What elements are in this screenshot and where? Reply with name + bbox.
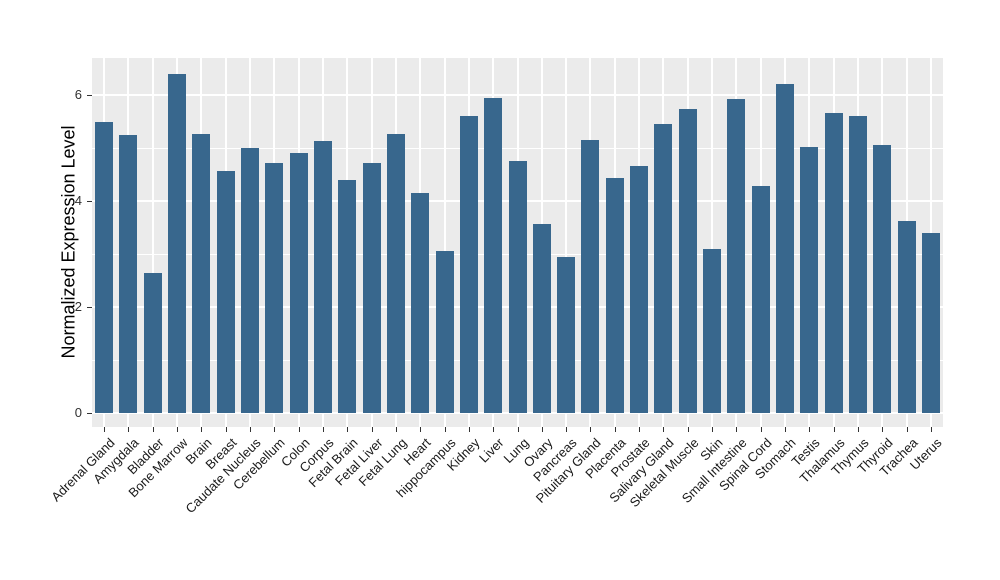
bar [703, 248, 721, 413]
x-tick-mark [809, 427, 811, 432]
gridline-vertical [711, 58, 713, 427]
bar [289, 152, 308, 413]
bar [921, 232, 940, 413]
bar [143, 273, 162, 413]
y-tick-label: 2 [74, 299, 82, 314]
x-tick-mark [444, 427, 446, 432]
bar [508, 160, 527, 413]
x-tick-mark [322, 427, 324, 432]
bar [459, 116, 478, 413]
y-axis-title: Normalized Expression Level [58, 125, 79, 359]
x-tick-mark [201, 427, 203, 432]
bar [557, 257, 576, 413]
x-tick-mark [298, 427, 300, 432]
bar [678, 109, 697, 413]
x-tick-mark [371, 427, 373, 432]
bar [265, 163, 284, 413]
x-tick-mark [639, 427, 641, 432]
x-tick-mark [128, 427, 130, 432]
gridline-vertical [443, 58, 446, 427]
x-tick-mark [274, 427, 276, 432]
x-tick-mark [687, 427, 689, 432]
bar [630, 166, 649, 413]
x-tick-mark [590, 427, 592, 432]
bar [313, 141, 332, 413]
bar [411, 192, 430, 413]
gridline-vertical [151, 58, 154, 427]
x-tick-mark [906, 427, 908, 432]
bar [824, 113, 843, 413]
bar [897, 221, 916, 413]
bar [95, 121, 114, 413]
x-tick-mark [857, 427, 859, 432]
bar [168, 73, 187, 413]
x-tick-mark [225, 427, 227, 432]
x-tick-mark [566, 427, 568, 432]
x-tick-mark [736, 427, 738, 432]
bar [119, 135, 138, 413]
x-tick-mark [760, 427, 762, 432]
x-tick-label: Liver [476, 435, 507, 466]
bar [727, 99, 746, 413]
y-tick-label: 0 [74, 405, 82, 420]
x-tick-mark [468, 427, 470, 432]
x-tick-mark [104, 427, 106, 432]
x-tick-mark [250, 427, 252, 432]
chart-panel [92, 58, 943, 427]
y-tick-mark [87, 95, 92, 96]
gridline-vertical [565, 58, 568, 427]
x-tick-mark [541, 427, 543, 432]
x-tick-mark [493, 427, 495, 432]
bar [654, 124, 673, 413]
x-tick-mark [420, 427, 422, 432]
x-tick-mark [930, 427, 932, 432]
y-tick-mark [87, 413, 92, 414]
bar [873, 144, 892, 413]
bar [605, 177, 624, 413]
y-tick-mark [87, 201, 92, 202]
x-tick-mark [833, 427, 835, 432]
x-tick-mark [712, 427, 713, 432]
x-tick-mark [152, 427, 154, 432]
x-tick-mark [663, 427, 665, 432]
x-tick-mark [614, 427, 616, 432]
y-tick-mark [87, 307, 92, 308]
x-tick-mark [347, 427, 349, 432]
bar [532, 223, 551, 413]
y-tick-label: 4 [74, 193, 82, 208]
bar [800, 147, 819, 413]
x-tick-mark [784, 427, 786, 432]
x-tick-mark [517, 427, 519, 432]
bar [362, 163, 381, 413]
bar [435, 251, 454, 413]
y-tick-label: 6 [74, 87, 82, 102]
bar [241, 148, 260, 413]
bar [751, 186, 770, 413]
bar [848, 116, 867, 413]
bar [581, 140, 600, 413]
bar [192, 133, 211, 413]
bar [216, 171, 235, 413]
x-tick-mark [177, 427, 179, 432]
bar [484, 98, 503, 413]
x-tick-mark [395, 427, 397, 432]
bar [775, 84, 794, 413]
x-tick-mark [882, 427, 884, 432]
bar [386, 134, 405, 413]
bar [338, 179, 357, 413]
